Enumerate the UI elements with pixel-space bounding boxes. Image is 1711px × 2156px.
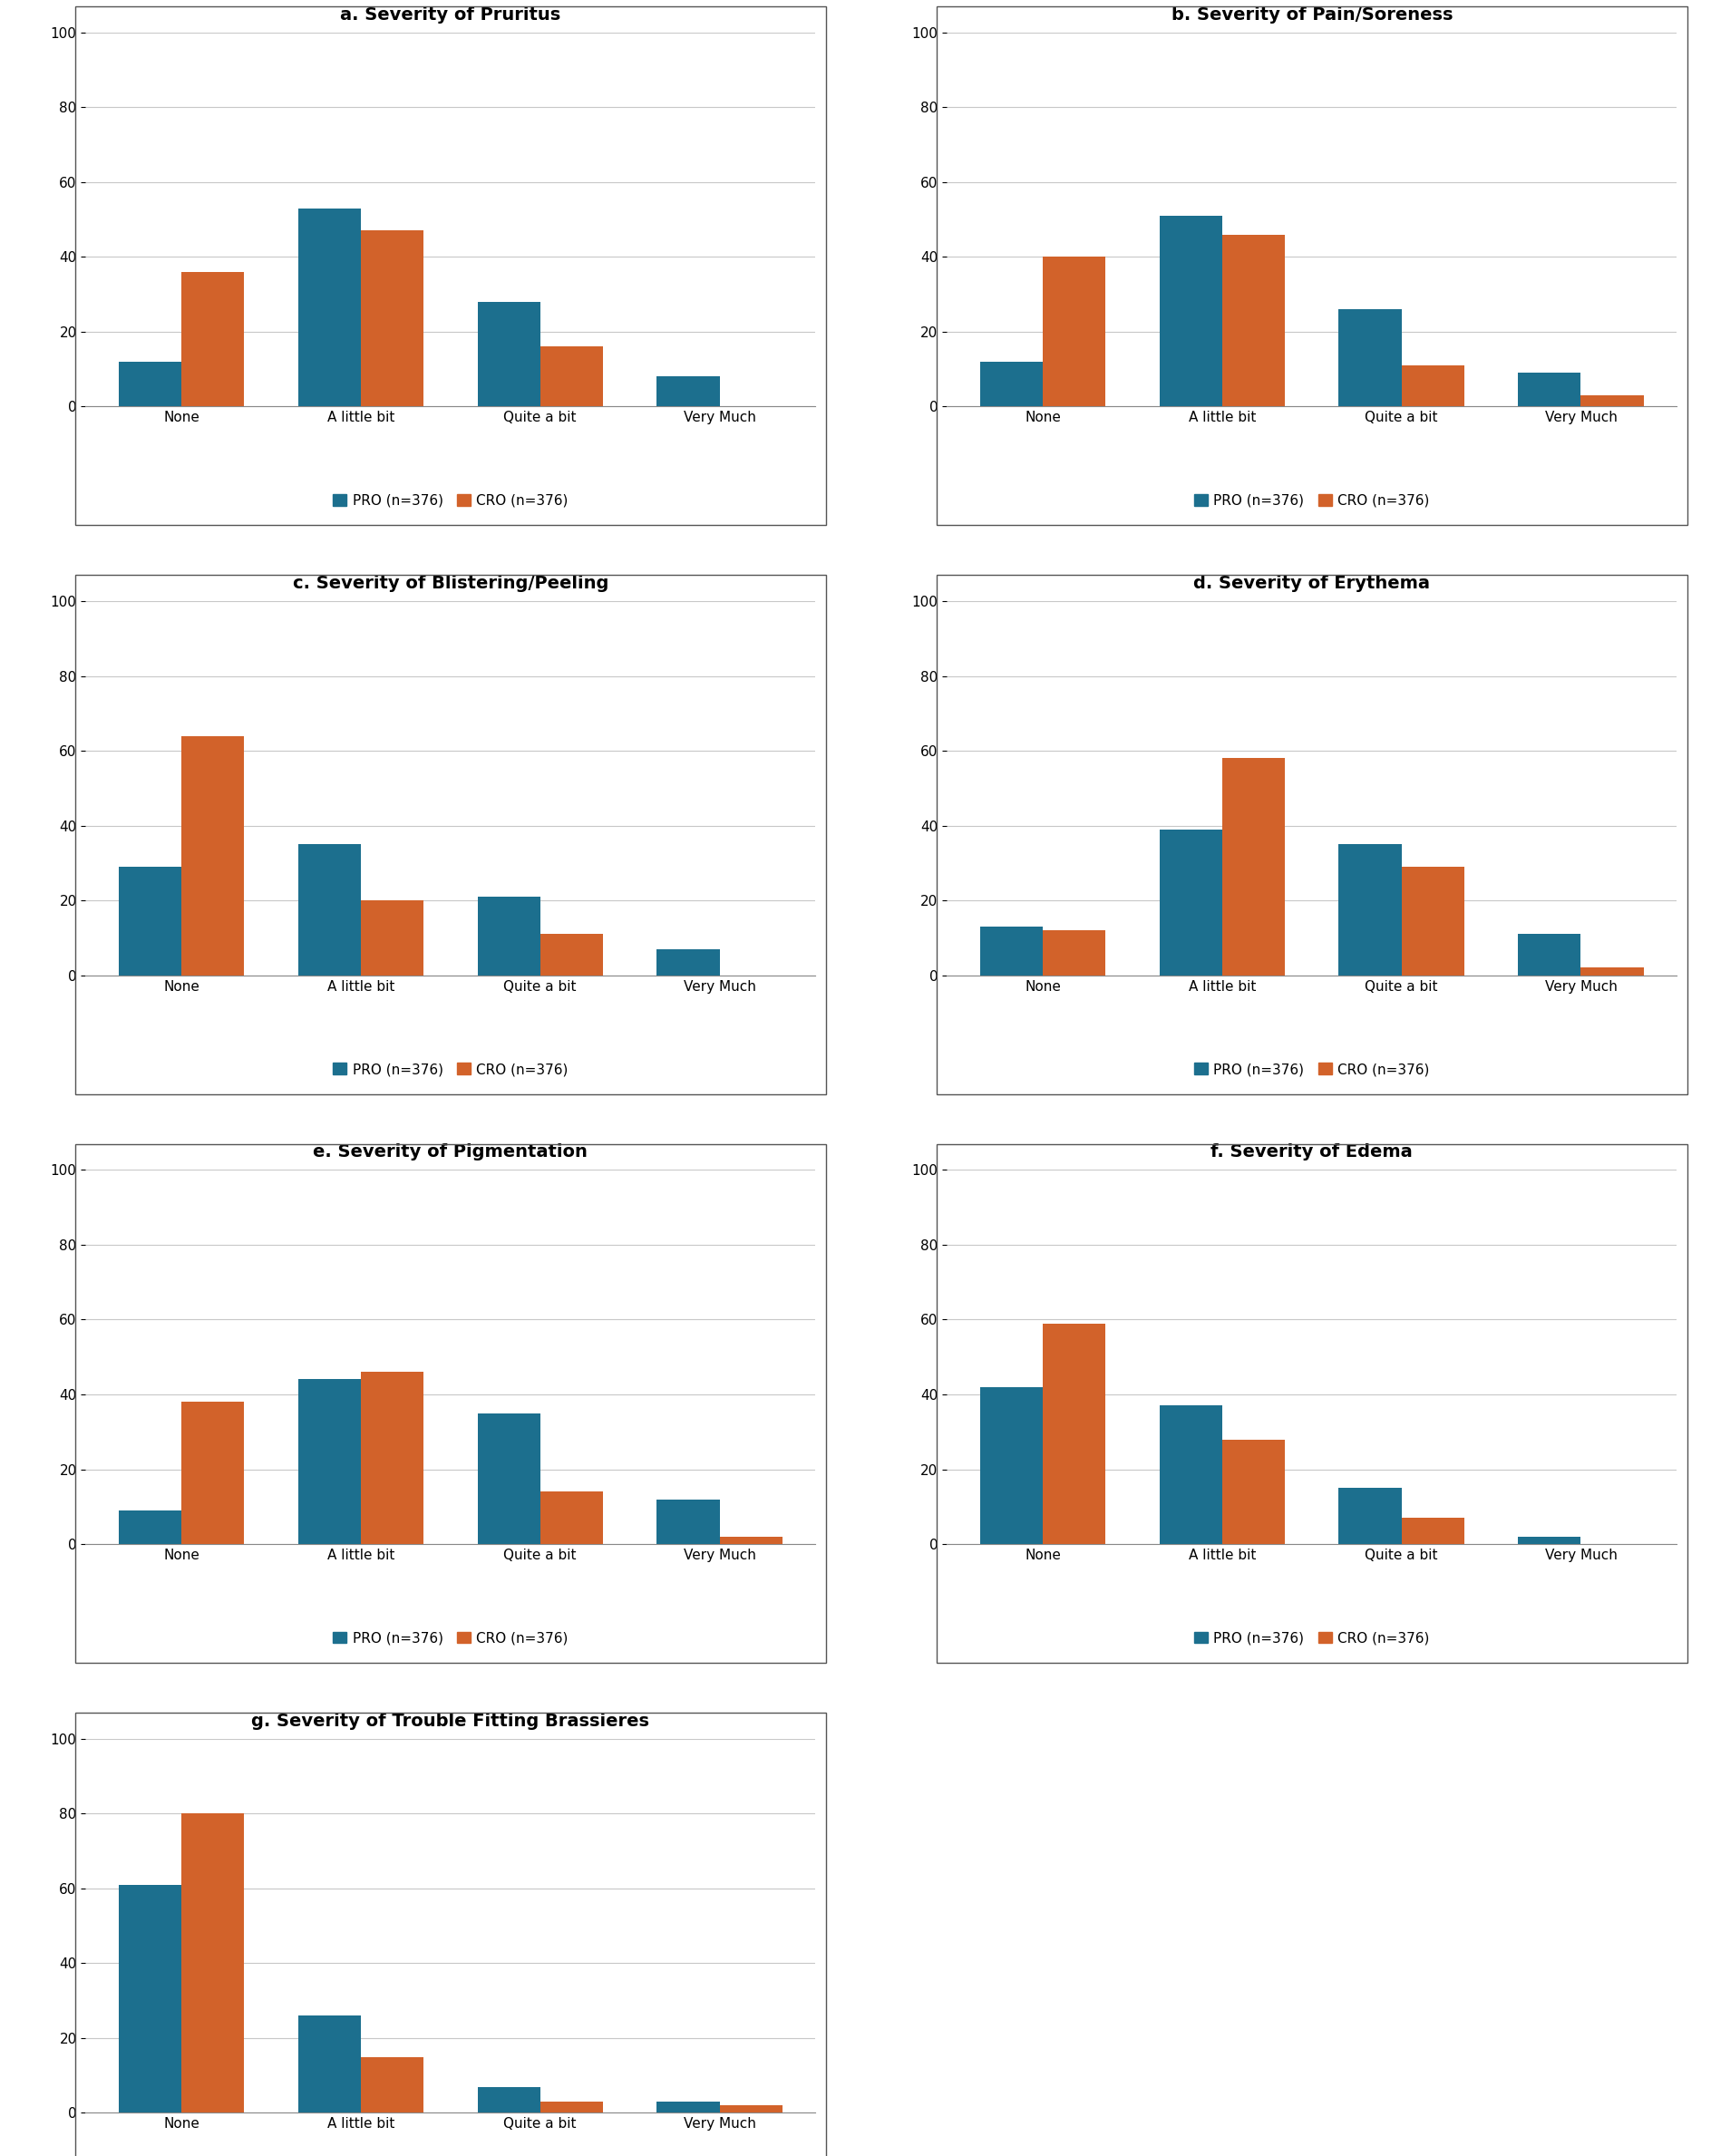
Bar [1222, 235, 1285, 407]
Bar [980, 1386, 1042, 1544]
Bar [1042, 931, 1105, 975]
Bar [181, 1401, 245, 1544]
Bar [1401, 364, 1465, 407]
Title: b. Severity of Pain/Soreness: b. Severity of Pain/Soreness [1170, 6, 1453, 24]
Bar [1518, 1537, 1581, 1544]
Bar [118, 1511, 181, 1544]
Bar [1160, 830, 1222, 975]
Bar [1581, 395, 1644, 407]
Bar [541, 2102, 602, 2113]
Legend: PRO (n=376), CRO (n=376): PRO (n=376), CRO (n=376) [327, 1626, 573, 1651]
Bar [657, 377, 720, 407]
Bar [181, 735, 245, 975]
Bar [118, 867, 181, 975]
Legend: PRO (n=376), CRO (n=376): PRO (n=376), CRO (n=376) [1189, 487, 1436, 513]
Bar [1401, 867, 1465, 975]
Bar [477, 897, 541, 975]
Bar [541, 347, 602, 407]
Bar [298, 2016, 361, 2113]
Legend: PRO (n=376), CRO (n=376): PRO (n=376), CRO (n=376) [327, 487, 573, 513]
Title: g. Severity of Trouble Fitting Brassieres: g. Severity of Trouble Fitting Brassiere… [252, 1712, 650, 1729]
Title: c. Severity of Blistering/Peeling: c. Severity of Blistering/Peeling [293, 576, 609, 593]
Bar [477, 302, 541, 407]
Bar [1160, 1406, 1222, 1544]
Bar [541, 934, 602, 975]
Bar [361, 2057, 424, 2113]
Bar [361, 231, 424, 407]
Bar [1518, 934, 1581, 975]
Bar [477, 2087, 541, 2113]
Bar [657, 949, 720, 975]
Bar [541, 1492, 602, 1544]
Bar [1222, 1440, 1285, 1544]
Bar [181, 1813, 245, 2113]
Bar [657, 1498, 720, 1544]
Title: a. Severity of Pruritus: a. Severity of Pruritus [340, 6, 561, 24]
Bar [118, 1884, 181, 2113]
Bar [361, 901, 424, 975]
Bar [1518, 373, 1581, 407]
Bar [980, 927, 1042, 975]
Bar [1042, 1324, 1105, 1544]
Bar [181, 272, 245, 407]
Bar [720, 1537, 782, 1544]
Title: f. Severity of Edema: f. Severity of Edema [1211, 1143, 1413, 1160]
Bar [1222, 759, 1285, 975]
Bar [1581, 968, 1644, 975]
Legend: PRO (n=376), CRO (n=376): PRO (n=376), CRO (n=376) [1189, 1056, 1436, 1082]
Bar [1160, 216, 1222, 407]
Bar [980, 362, 1042, 407]
Bar [1042, 257, 1105, 407]
Legend: PRO (n=376), CRO (n=376): PRO (n=376), CRO (n=376) [1189, 1626, 1436, 1651]
Bar [1401, 1518, 1465, 1544]
Title: e. Severity of Pigmentation: e. Severity of Pigmentation [313, 1143, 589, 1160]
Bar [1338, 1488, 1401, 1544]
Bar [1338, 308, 1401, 407]
Legend: PRO (n=376), CRO (n=376): PRO (n=376), CRO (n=376) [327, 1056, 573, 1082]
Bar [118, 362, 181, 407]
Bar [657, 2102, 720, 2113]
Bar [1338, 845, 1401, 975]
Bar [298, 845, 361, 975]
Bar [361, 1371, 424, 1544]
Bar [298, 1380, 361, 1544]
Bar [720, 2106, 782, 2113]
Bar [298, 209, 361, 407]
Title: d. Severity of Erythema: d. Severity of Erythema [1194, 576, 1430, 593]
Bar [477, 1412, 541, 1544]
